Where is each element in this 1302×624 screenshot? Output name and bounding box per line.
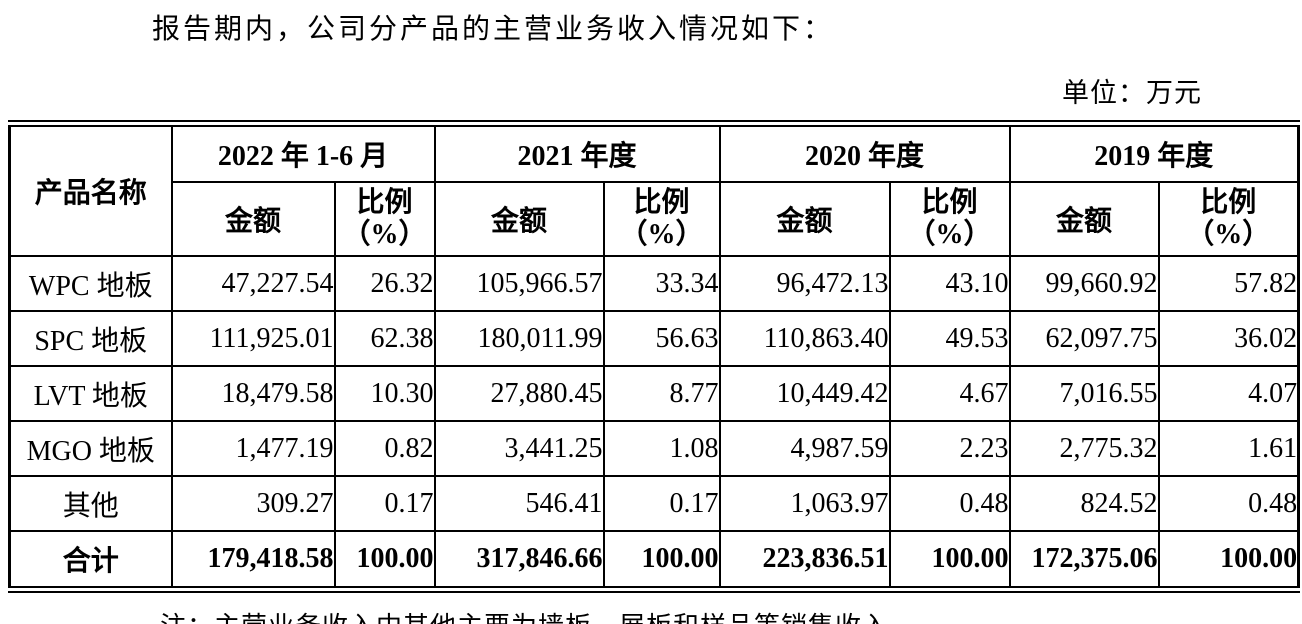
ratio-cell: 26.32 [333,255,436,312]
ratio-cell: 56.63 [602,310,721,367]
ratio-cell: 4.07 [1157,365,1300,422]
ratio-cell: 0.17 [602,475,721,532]
column-header-ratio-2020: 比例 （%） [888,181,1011,257]
ratio-cell: 0.48 [1157,475,1300,532]
ratio-cell: 62.38 [333,310,436,367]
ratio-cell-total: 100.00 [602,530,721,591]
column-header-period-2022: 2022 年 1-6 月 [170,122,436,183]
table-row-mgo: MGO 地板 1,477.19 0.82 3,441.25 1.08 4,987… [8,420,1300,477]
amount-cell: 4,987.59 [718,420,891,477]
ratio-cell: 57.82 [1157,255,1300,312]
column-header-amount-2019: 金额 [1008,181,1160,257]
amount-cell: 62,097.75 [1008,310,1160,367]
ratio-cell: 4.67 [888,365,1011,422]
amount-cell: 10,449.42 [718,365,891,422]
amount-cell: 47,227.54 [170,255,336,312]
product-cell-total: 合计 [8,530,173,591]
ratio-cell: 1.61 [1157,420,1300,477]
amount-cell: 110,863.40 [718,310,891,367]
ratio-cell: 10.30 [333,365,436,422]
column-header-period-2021: 2021 年度 [433,122,721,183]
ratio-cell: 0.82 [333,420,436,477]
table-header-period-row: 产品名称 2022 年 1-6 月 2021 年度 2020 年度 2019 年… [8,122,1300,257]
product-cell: WPC 地板 [8,255,173,312]
unit-label: 单位：万元 [1062,78,1202,108]
amount-cell: 27,880.45 [433,365,605,422]
column-header-period-2020: 2020 年度 [718,122,1011,183]
amount-cell: 824.52 [1008,475,1160,532]
column-header-amount-2022: 金额 [170,181,336,257]
total-row: 合计 179,418.58 100.00 317,846.66 100.00 2… [8,530,1300,591]
amount-cell: 96,472.13 [718,255,891,312]
table-row-wpc: WPC 地板 47,227.54 26.32 105,966.57 33.34 … [8,255,1300,312]
page-title: 报告期内，公司分产品的主营业务收入情况如下： [152,14,835,45]
amount-cell: 180,011.99 [433,310,605,367]
amount-cell: 309.27 [170,475,336,532]
ratio-cell: 43.10 [888,255,1011,312]
ratio-cell-total: 100.00 [888,530,1011,591]
ratio-cell: 36.02 [1157,310,1300,367]
table-row-other: 其他 309.27 0.17 546.41 0.17 1,063.97 0.48… [8,475,1300,532]
revenue-by-product-table: 产品名称 2022 年 1-6 月 2021 年度 2020 年度 2019 年… [8,120,1301,593]
table-row-spc: SPC 地板 111,925.01 62.38 180,011.99 56.63… [8,310,1300,367]
product-cell: 其他 [8,475,173,532]
table-row-lvt: LVT 地板 18,479.58 10.30 27,880.45 8.77 10… [8,365,1300,422]
table-header-subhead-row: 金额 比例 （%） 金额 比例 （%） 金额 比例 （%） 金额 比例 （%） [10,181,1300,257]
ratio-cell: 0.48 [888,475,1011,532]
column-header-ratio-2021: 比例 （%） [602,181,721,257]
ratio-cell: 2.23 [888,420,1011,477]
amount-cell-total: 172,375.06 [1008,530,1160,591]
ratio-cell: 0.17 [333,475,436,532]
amount-cell-total: 317,846.66 [433,530,605,591]
amount-cell: 7,016.55 [1008,365,1160,422]
amount-cell-total: 179,418.58 [170,530,336,591]
ratio-cell: 49.53 [888,310,1011,367]
product-cell: LVT 地板 [8,365,173,422]
ratio-cell-total: 100.00 [333,530,436,591]
footnote: 注：主营业务收入中其他主要为墙板、展板和样品等销售收入。 [160,606,1302,624]
amount-cell: 2,775.32 [1008,420,1160,477]
amount-cell: 3,441.25 [433,420,605,477]
ratio-cell: 1.08 [602,420,721,477]
ratio-cell-total: 100.00 [1157,530,1300,591]
column-header-amount-2020: 金额 [718,181,891,257]
column-header-ratio-2019: 比例 （%） [1157,181,1300,257]
amount-cell: 99,660.92 [1008,255,1160,312]
ratio-cell: 33.34 [602,255,721,312]
column-header-amount-2021: 金额 [433,181,605,257]
column-header-product: 产品名称 [8,122,173,257]
amount-cell: 105,966.57 [433,255,605,312]
amount-cell: 111,925.01 [170,310,336,367]
amount-cell: 546.41 [433,475,605,532]
amount-cell-total: 223,836.51 [718,530,891,591]
column-header-period-2019: 2019 年度 [1008,122,1300,183]
ratio-cell: 8.77 [602,365,721,422]
amount-cell: 1,063.97 [718,475,891,532]
product-cell: MGO 地板 [8,420,173,477]
column-header-ratio-2022: 比例 （%） [333,181,436,257]
product-cell: SPC 地板 [8,310,173,367]
document-page: 报告期内，公司分产品的主营业务收入情况如下： 单位：万元 产品名称 2022 年… [0,12,1302,624]
amount-cell: 1,477.19 [170,420,336,477]
amount-cell: 18,479.58 [170,365,336,422]
